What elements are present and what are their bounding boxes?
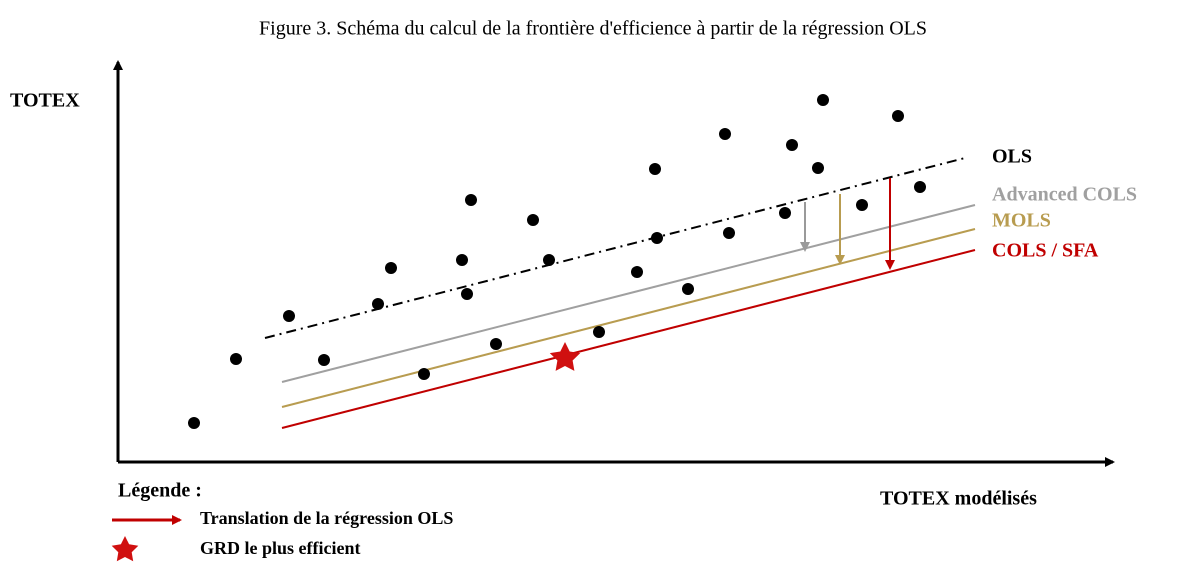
legend-star [111, 536, 139, 562]
line-label: COLS / SFA [992, 240, 1099, 262]
acols-line [281, 204, 976, 383]
line-label: Advanced COLS [992, 184, 1137, 206]
legend-label: Translation de la régression OLS [200, 508, 453, 528]
x-axis-label: TOTEX modélisés [880, 488, 1037, 510]
legend-label: GRD le plus efficient [200, 538, 360, 558]
title: Figure 3. Schéma du calcul de la frontiè… [259, 18, 927, 40]
legend-title: Légende : [118, 480, 202, 502]
star [549, 342, 581, 371]
line-label: OLS [992, 146, 1032, 168]
cols-line [281, 249, 976, 429]
y-axis-label: TOTEX [10, 90, 80, 112]
points [188, 94, 926, 429]
mols-line [281, 228, 976, 408]
ols-line [264, 157, 966, 339]
line-label: MOLS [992, 210, 1051, 232]
